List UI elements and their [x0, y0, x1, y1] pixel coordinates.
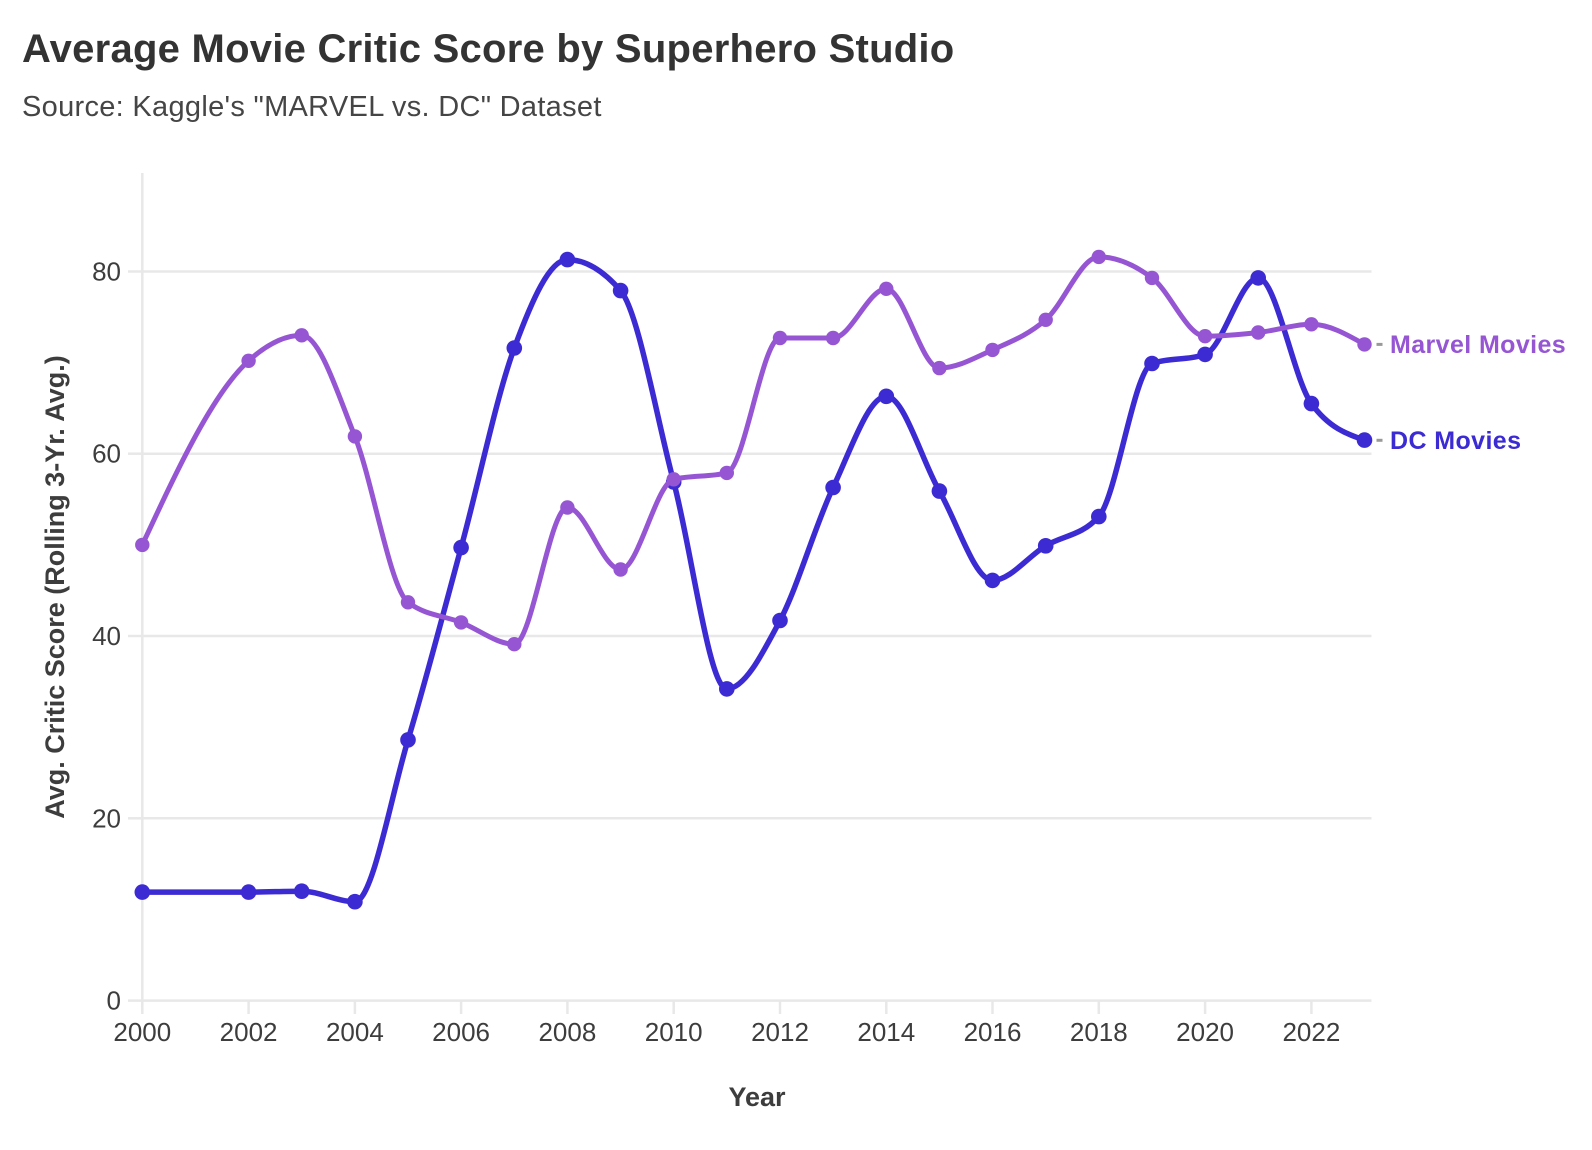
svg-text:2008: 2008: [538, 1017, 596, 1047]
svg-text:Average Movie Critic Score by: Average Movie Critic Score by Superhero …: [22, 27, 954, 71]
svg-text:2012: 2012: [751, 1017, 809, 1047]
svg-text:2010: 2010: [645, 1017, 703, 1047]
svg-text:Marvel Movies: Marvel Movies: [1390, 331, 1566, 359]
svg-text:2016: 2016: [964, 1017, 1022, 1047]
svg-text:2018: 2018: [1070, 1017, 1128, 1047]
svg-text:DC Movies: DC Movies: [1390, 427, 1521, 455]
svg-text:20: 20: [92, 803, 121, 833]
svg-text:2000: 2000: [113, 1017, 171, 1047]
svg-text:Avg. Critic Score (Rolling 3-Y: Avg. Critic Score (Rolling 3-Yr. Avg.): [40, 355, 70, 819]
svg-text:40: 40: [92, 621, 121, 651]
svg-text:Year: Year: [728, 1082, 786, 1112]
svg-text:2022: 2022: [1282, 1017, 1340, 1047]
svg-text:2014: 2014: [857, 1017, 915, 1047]
svg-text:0: 0: [107, 986, 121, 1016]
svg-text:2006: 2006: [432, 1017, 490, 1047]
svg-text:2020: 2020: [1176, 1017, 1234, 1047]
svg-text:80: 80: [92, 257, 121, 287]
svg-text:60: 60: [92, 439, 121, 469]
svg-text:2004: 2004: [326, 1017, 384, 1047]
svg-text:2002: 2002: [220, 1017, 278, 1047]
svg-text:Source: Kaggle's "MARVEL vs. D: Source: Kaggle's "MARVEL vs. DC" Dataset: [22, 91, 602, 123]
